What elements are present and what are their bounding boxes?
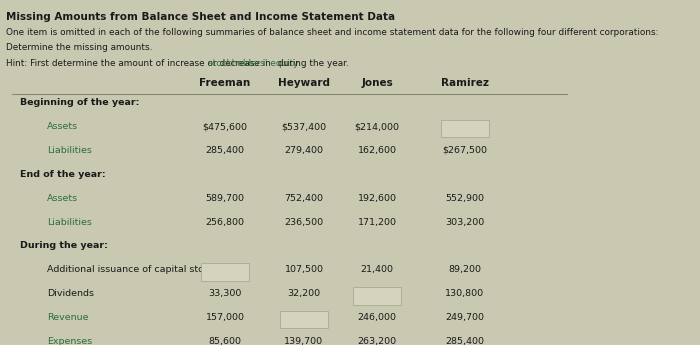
Text: 236,500: 236,500 [284, 218, 323, 227]
Text: Jones: Jones [361, 78, 393, 88]
Text: Freeman: Freeman [199, 78, 251, 88]
Text: 285,400: 285,400 [206, 146, 244, 155]
Text: Liabilities: Liabilities [47, 218, 92, 227]
Text: 752,400: 752,400 [284, 194, 323, 203]
Text: Additional issuance of capital stock: Additional issuance of capital stock [47, 265, 214, 274]
Text: 107,500: 107,500 [284, 265, 323, 274]
Text: Beginning of the year:: Beginning of the year: [20, 98, 140, 107]
Text: 162,600: 162,600 [358, 146, 397, 155]
Text: Determine the missing amounts.: Determine the missing amounts. [6, 43, 152, 52]
Text: Hint: First determine the amount of increase or decrease in: Hint: First determine the amount of incr… [6, 59, 274, 68]
FancyBboxPatch shape [201, 263, 249, 280]
FancyBboxPatch shape [280, 311, 328, 328]
Text: 192,600: 192,600 [358, 194, 397, 203]
Text: 246,000: 246,000 [358, 313, 397, 322]
Text: End of the year:: End of the year: [20, 170, 106, 179]
Text: Ramirez: Ramirez [441, 78, 489, 88]
Text: Heyward: Heyward [278, 78, 330, 88]
Text: 303,200: 303,200 [445, 218, 484, 227]
Text: 139,700: 139,700 [284, 337, 323, 345]
Text: 21,400: 21,400 [360, 265, 393, 274]
Text: Revenue: Revenue [47, 313, 88, 322]
FancyBboxPatch shape [441, 120, 489, 137]
Text: Missing Amounts from Balance Sheet and Income Statement Data: Missing Amounts from Balance Sheet and I… [6, 12, 395, 22]
Text: 171,200: 171,200 [358, 218, 397, 227]
Text: 285,400: 285,400 [445, 337, 484, 345]
Text: $537,400: $537,400 [281, 122, 326, 131]
Text: 249,700: 249,700 [445, 313, 484, 322]
Text: Expenses: Expenses [47, 337, 92, 345]
Text: 89,200: 89,200 [448, 265, 481, 274]
Text: stockholders’ equity: stockholders’ equity [207, 59, 298, 68]
Text: 552,900: 552,900 [445, 194, 484, 203]
Text: During the year:: During the year: [20, 241, 108, 250]
Text: 263,200: 263,200 [358, 337, 397, 345]
Text: Assets: Assets [47, 122, 78, 131]
Text: 33,300: 33,300 [209, 289, 242, 298]
FancyBboxPatch shape [353, 287, 401, 305]
Text: 85,600: 85,600 [209, 337, 242, 345]
Text: Assets: Assets [47, 194, 78, 203]
Text: 32,200: 32,200 [288, 289, 321, 298]
Text: $267,500: $267,500 [442, 146, 487, 155]
Text: 279,400: 279,400 [284, 146, 323, 155]
Text: 130,800: 130,800 [445, 289, 484, 298]
Text: 256,800: 256,800 [206, 218, 244, 227]
Text: $214,000: $214,000 [355, 122, 400, 131]
Text: One item is omitted in each of the following summaries of balance sheet and inco: One item is omitted in each of the follo… [6, 28, 658, 37]
Text: Liabilities: Liabilities [47, 146, 92, 155]
Text: Dividends: Dividends [47, 289, 94, 298]
Text: 589,700: 589,700 [206, 194, 244, 203]
Text: during the year.: during the year. [275, 59, 349, 68]
Text: 157,000: 157,000 [206, 313, 244, 322]
Text: $475,600: $475,600 [202, 122, 248, 131]
